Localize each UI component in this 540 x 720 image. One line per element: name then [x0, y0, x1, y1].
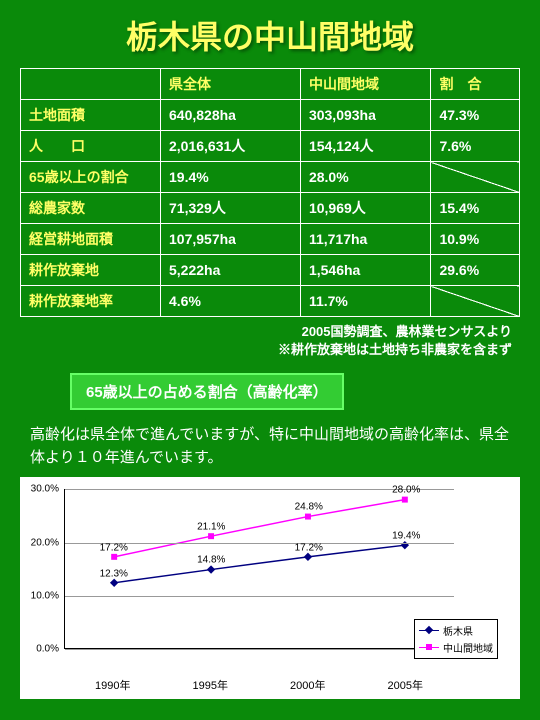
table-cell: 2,016,631人 [161, 131, 301, 162]
source-line-2: ※耕作放棄地は土地持ち非農家を含まず [0, 341, 512, 359]
aging-rate-chart: 0.0% 10.0% 20.0% 30.0% 12.3% 14.8% 17.2% 19.4% 1… [20, 477, 520, 699]
table-cell: 10.9% [431, 224, 520, 255]
x-axis-label: 1995年 [162, 677, 260, 693]
table-cell: 15.4% [431, 193, 520, 224]
table-cell: 640,828ha [161, 100, 301, 131]
table-cell: 19.4% [161, 162, 301, 193]
table-cell: 11,717ha [300, 224, 431, 255]
page-title: 栃木県の中山間地域 [0, 0, 540, 68]
table-cell: 71,329人 [161, 193, 301, 224]
table-cell: 154,124人 [300, 131, 431, 162]
table-cell: 29.6% [431, 255, 520, 286]
table-row: 人 口2,016,631人154,124人7.6% [21, 131, 520, 162]
row-label: 土地面積 [21, 100, 161, 131]
body-text: 高齢化は県全体で進んでいますが、特に中山間地域の高齢化率は、県全体より１０年進ん… [30, 424, 510, 469]
data-point-label: 14.8% [197, 555, 225, 566]
table-header: 県全体 [161, 69, 301, 100]
data-point-label: 28.0% [392, 485, 420, 496]
table-row: 経営耕地面積107,957ha11,717ha10.9% [21, 224, 520, 255]
table-row: 耕作放棄地5,222ha1,546ha29.6% [21, 255, 520, 286]
table-header: 中山間地域 [300, 69, 431, 100]
table-row: 総農家数71,329人10,969人15.4% [21, 193, 520, 224]
data-table: 県全体中山間地域割 合 土地面積640,828ha303,093ha47.3%人… [20, 68, 520, 317]
table-cell [431, 286, 520, 317]
table-cell: 5,222ha [161, 255, 301, 286]
table-row: 耕作放棄地率4.6%11.7% [21, 286, 520, 317]
x-axis-label: 2005年 [357, 677, 455, 693]
subtitle-box: 65歳以上の占める割合（高齢化率） [70, 373, 344, 410]
table-cell: 107,957ha [161, 224, 301, 255]
table-cell: 1,546ha [300, 255, 431, 286]
data-point-label: 17.2% [295, 542, 323, 553]
legend-item: 中山間地域 [419, 639, 493, 656]
row-label: 耕作放棄地率 [21, 286, 161, 317]
y-axis-label: 30.0% [25, 484, 59, 495]
table-header: 割 合 [431, 69, 520, 100]
y-axis-label: 0.0% [25, 644, 59, 655]
table-cell: 7.6% [431, 131, 520, 162]
data-point-label: 19.4% [392, 531, 420, 542]
source-note: 2005国勢調査、農林業センサスより ※耕作放棄地は土地持ち非農家を含まず [0, 323, 512, 359]
x-axis-label: 2000年 [259, 677, 357, 693]
table-row: 65歳以上の割合19.4%28.0% [21, 162, 520, 193]
row-label: 耕作放棄地 [21, 255, 161, 286]
x-axis-label: 1990年 [64, 677, 162, 693]
table-row: 土地面積640,828ha303,093ha47.3% [21, 100, 520, 131]
table-cell: 47.3% [431, 100, 520, 131]
legend-item: 栃木県 [419, 622, 493, 639]
y-axis-label: 20.0% [25, 537, 59, 548]
table-cell: 303,093ha [300, 100, 431, 131]
data-point-label: 21.1% [197, 521, 225, 532]
data-point-label: 24.8% [295, 502, 323, 513]
row-label: 65歳以上の割合 [21, 162, 161, 193]
row-label: 人 口 [21, 131, 161, 162]
row-label: 経営耕地面積 [21, 224, 161, 255]
table-cell: 4.6% [161, 286, 301, 317]
data-point-label: 17.2% [100, 542, 128, 553]
table-header [21, 69, 161, 100]
table-cell: 28.0% [300, 162, 431, 193]
source-line-1: 2005国勢調査、農林業センサスより [0, 323, 512, 341]
data-point-label: 12.3% [100, 568, 128, 579]
row-label: 総農家数 [21, 193, 161, 224]
table-cell: 10,969人 [300, 193, 431, 224]
table-cell: 11.7% [300, 286, 431, 317]
y-axis-label: 10.0% [25, 591, 59, 602]
table-cell [431, 162, 520, 193]
chart-legend: 栃木県中山間地域 [414, 619, 498, 659]
